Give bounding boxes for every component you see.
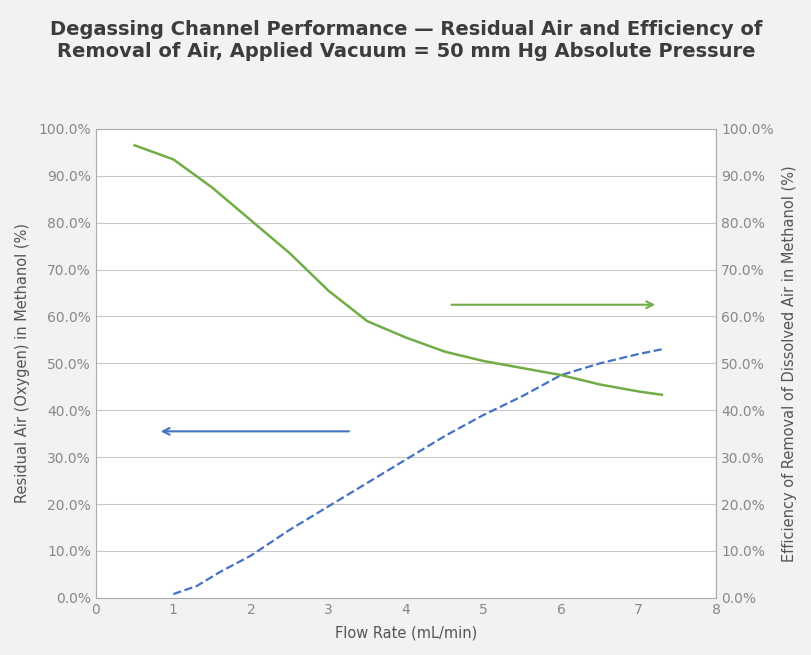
Y-axis label: Efficiency of Removal of Dissolved Air in Methanol (%): Efficiency of Removal of Dissolved Air i… bbox=[781, 165, 796, 562]
Y-axis label: Residual Air (Oxygen) in Methanol (%): Residual Air (Oxygen) in Methanol (%) bbox=[15, 223, 30, 503]
Text: Degassing Channel Performance — Residual Air and Efficiency of
Removal of Air, A: Degassing Channel Performance — Residual… bbox=[49, 20, 762, 61]
X-axis label: Flow Rate (mL/min): Flow Rate (mL/min) bbox=[334, 625, 477, 640]
